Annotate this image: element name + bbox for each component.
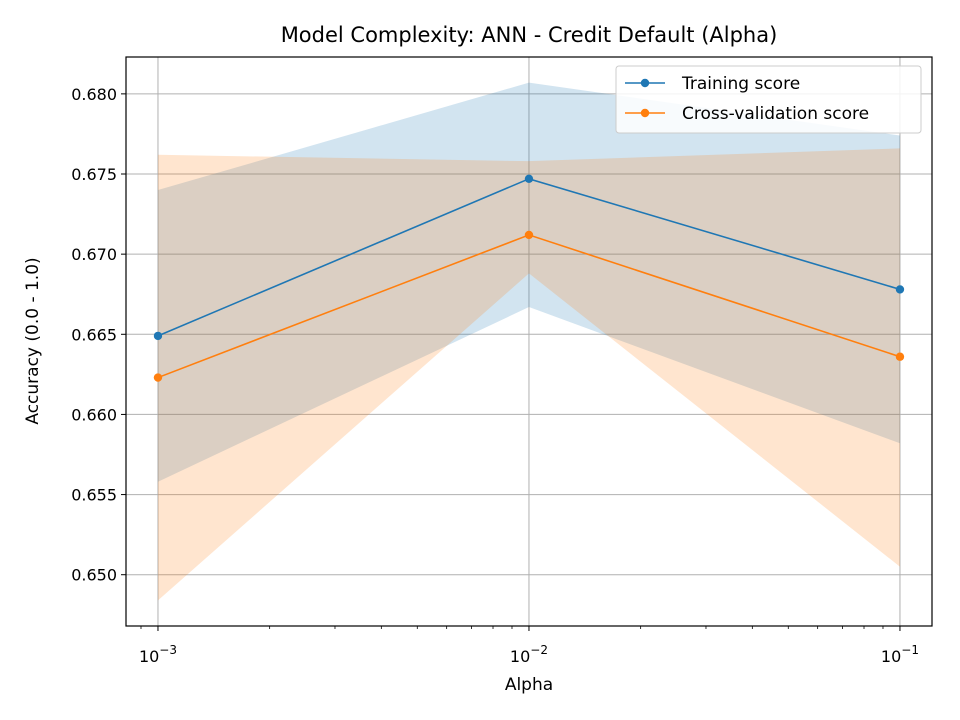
series-1-point-2 (895, 352, 905, 361)
legend-swatch-marker-0 (640, 78, 650, 88)
series-lines (153, 174, 905, 382)
legend-label-1: Cross-validation score (682, 104, 869, 124)
y-tick-label-3: 0.665 (71, 325, 117, 344)
x-axis-label: Alpha (505, 675, 553, 695)
legend-swatch-marker-1 (640, 108, 650, 118)
confidence-bands (157, 82, 900, 601)
chart-title: Model Complexity: ANN - Credit Default (… (281, 23, 778, 47)
series-1-point-0 (153, 373, 163, 382)
series-0-point-1 (524, 174, 534, 184)
legend-box (615, 65, 922, 134)
y-tick-label-5: 0.675 (71, 165, 117, 184)
legend: Training score Cross-validation score (615, 65, 922, 134)
y-axis-label: Accuracy (0.0 - 1.0) (23, 257, 43, 424)
series-0-point-0 (153, 331, 163, 341)
series-1-band (157, 148, 900, 601)
y-tick-label-6: 0.680 (71, 85, 117, 104)
axis-ticks: 0.650 0.655 0.660 0.665 0.670 0.675 0.680 10−3 1… (71, 85, 919, 666)
series-1-point-1 (524, 230, 534, 240)
x-tick-label-1: 10−2 (510, 643, 548, 666)
legend-label-0: Training score (681, 74, 800, 94)
y-tick-label-4: 0.670 (71, 245, 117, 264)
y-tick-label-2: 0.660 (71, 405, 117, 424)
series-0-point-2 (895, 285, 905, 294)
x-tick-label-0: 10−3 (139, 643, 177, 666)
y-tick-label-1: 0.655 (71, 486, 117, 505)
y-tick-label-0: 0.650 (71, 566, 117, 585)
series-0-band (157, 82, 900, 482)
x-tick-label-2: 10−1 (881, 643, 919, 666)
